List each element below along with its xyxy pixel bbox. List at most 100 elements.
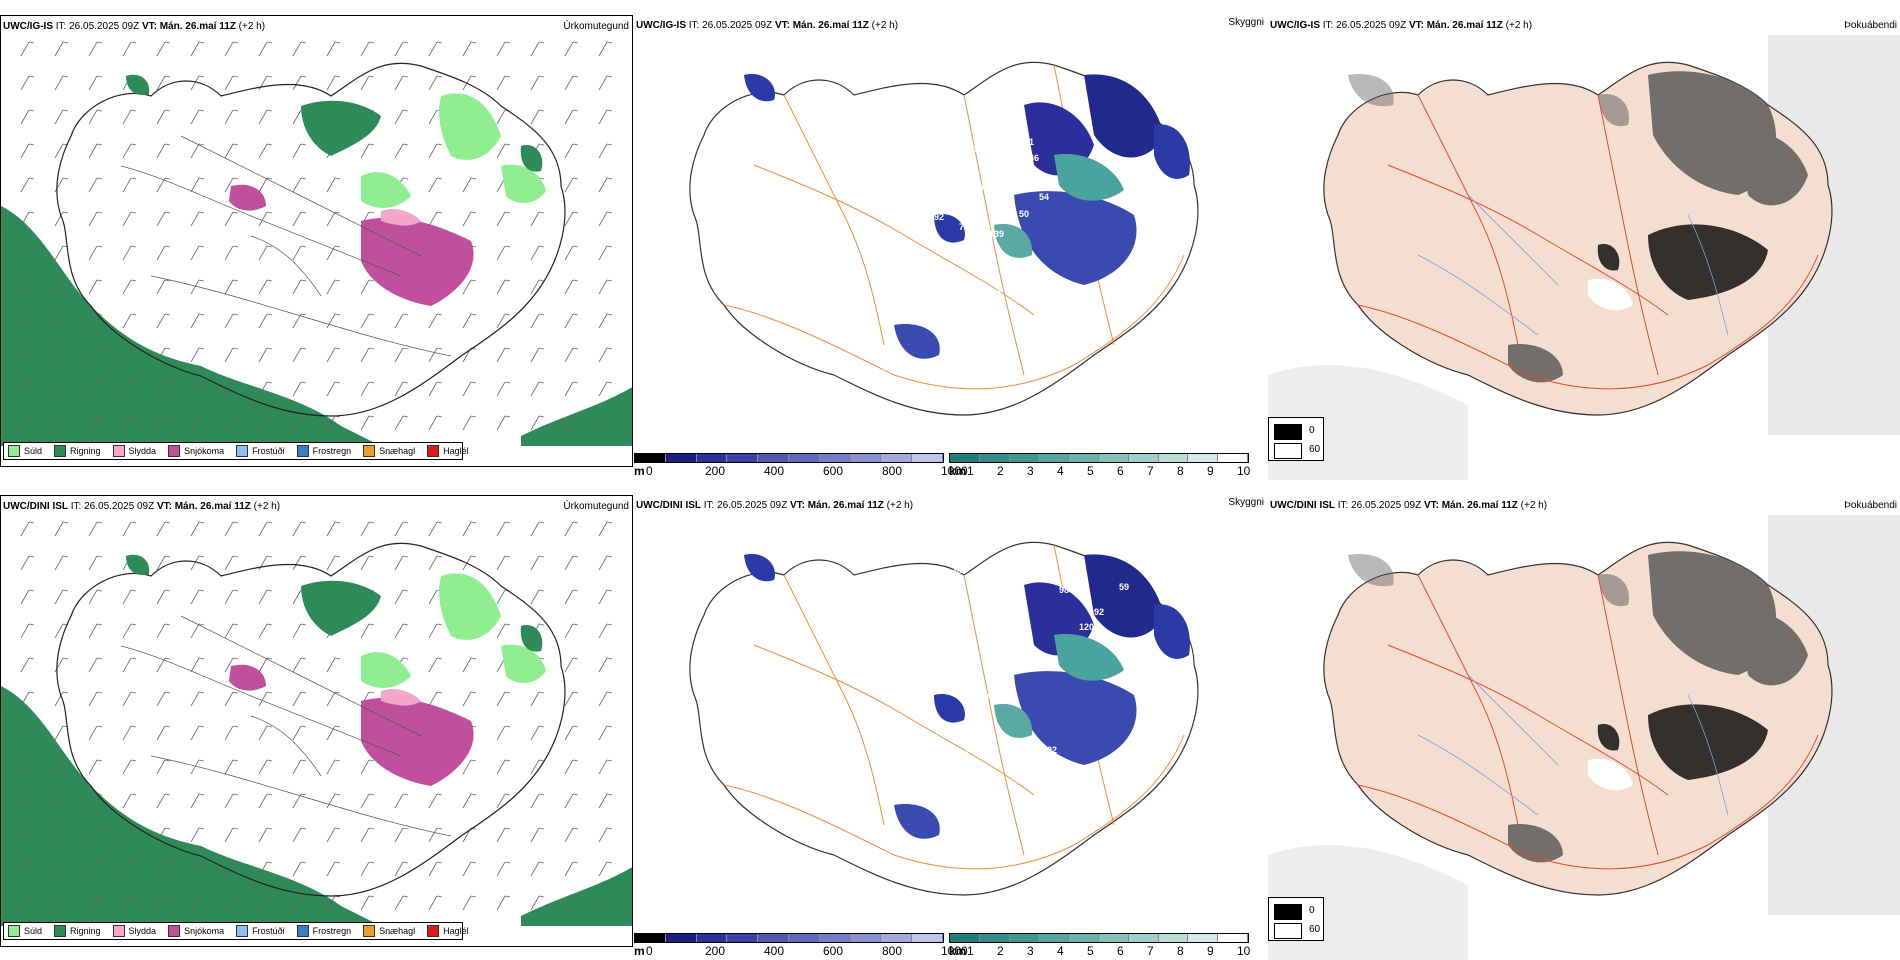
precip-legend-item: Rigning: [54, 925, 101, 937]
visibility-value-label: 65: [954, 135, 964, 145]
precip-type-map-panel: UWC/DINI ISL IT: 26.05.2025 09Z VT: Mán.…: [0, 495, 633, 947]
fog-legend-light-label: 60: [1309, 444, 1321, 455]
fog-map: [1268, 515, 1900, 960]
visibility-value-label: 98: [918, 275, 928, 285]
visibility-colorbar-tick: 6: [1117, 464, 1124, 478]
visibility-value-label: 89: [979, 692, 989, 702]
precip-legend-label: Snæhagl: [379, 446, 416, 456]
precip-legend-swatch: [112, 925, 125, 937]
fog-index-map-panel: UWC/DINI ISL IT: 26.05.2025 09Z VT: Mán.…: [1268, 495, 1900, 960]
visibility-value-label: 185: [938, 309, 953, 319]
fog-legend-dark-label: 0: [1309, 425, 1315, 436]
visibility-value-label: 61: [1024, 137, 1034, 147]
visibility-colorbar-tick: 8: [1177, 944, 1184, 958]
fog-legend: 0 60: [1268, 417, 1324, 461]
visibility-colorbar-tick: 9: [1207, 464, 1214, 478]
precip-map: [1, 41, 632, 446]
visibility-map-panel: UWC/IG-IS IT: 26.05.2025 09Z VT: Mán. 26…: [634, 15, 1267, 480]
iceland-outline: [689, 541, 1199, 896]
visibility-panel-title: UWC/DINI ISL IT: 26.05.2025 09Z VT: Mán.…: [636, 500, 914, 511]
visibility-value-label: 99: [974, 199, 984, 209]
fog-shading: [1348, 551, 1808, 863]
iceland-outline: [689, 61, 1199, 416]
visibility-value-label: 149: [1012, 271, 1027, 281]
ceiling-colorbar-tick: 800: [882, 464, 903, 478]
precip-legend-swatch: [112, 445, 125, 457]
precip-legend-swatch: [236, 445, 249, 457]
precip-panel-label: Úrkomutegund: [563, 501, 629, 512]
precip-legend-label: Súld: [24, 926, 43, 936]
visibility-colorbar-tick: 5: [1087, 464, 1094, 478]
visibility-value-labels: 48 65 50 58 61 69 46 44 48 30 105 99 54 92 50 70 139 101 9…: [829, 95, 1054, 414]
visibility-value-label: 63: [864, 399, 874, 409]
rivers: [1417, 674, 1729, 816]
precip-legend-swatch: [363, 445, 376, 457]
visibility-patches: [744, 554, 1190, 839]
visibility-colorbar-tick: 10: [1237, 464, 1251, 478]
fog-panel-title: UWC/IG-IS IT: 26.05.2025 09Z VT: Mán. 26…: [1270, 20, 1533, 31]
precip-map: [1, 521, 632, 926]
precip-legend-item: Frostúði: [236, 445, 285, 457]
visibility-colorbar-tick: 6: [1117, 944, 1124, 958]
ceiling-colorbar-tick: 200: [705, 944, 726, 958]
visibility-value-label: 556: [982, 772, 997, 782]
forecast-row-igis: UWC/IG-IS IT: 26.05.2025 09Z VT: Mán. 26…: [0, 15, 1900, 480]
visibility-value-label: 104: [824, 732, 839, 742]
precip-panel-title: UWC/DINI ISL IT: 26.05.2025 09Z VT: Mán.…: [3, 501, 281, 512]
terrain-contours: [120, 615, 452, 837]
ceiling-colorbar-tick: 600: [823, 464, 844, 478]
visibility-colorbar-tick: 1: [967, 944, 974, 958]
ceiling-colorbar-tick: 400: [764, 464, 785, 478]
visibility-value-label: 46: [1029, 153, 1039, 163]
visibility-value-label: 78: [994, 565, 1004, 575]
precip-legend-label: Frostregn: [312, 926, 352, 936]
clear-area: [1588, 758, 1633, 791]
precip-legend-item: Frostregn: [296, 445, 352, 457]
fog-panel-label: Þokuábendi: [1844, 20, 1897, 31]
ceiling-colorbar-unit: m: [634, 944, 645, 958]
precip-panel-title: UWC/IG-IS IT: 26.05.2025 09Z VT: Mán. 26…: [3, 21, 266, 32]
visibility-value-label: 105: [969, 182, 984, 192]
visibility-colorbar-unit: km: [949, 944, 967, 958]
iceland-outline: [56, 62, 566, 417]
precip-legend-item: Haglél: [427, 925, 469, 937]
precip-legend-swatch: [54, 925, 67, 937]
visibility-colorbar-unit: km: [949, 464, 967, 478]
fog-legend-light-label: 60: [1309, 924, 1321, 935]
visibility-value-label: 83: [1019, 569, 1029, 579]
ceiling-colorbar-tick: 0: [646, 944, 653, 958]
precip-legend-item: Slydda: [112, 925, 156, 937]
visibility-colorbar: km 1 2 3 4 5 6 7 8 9 10: [949, 933, 1251, 959]
precip-legend-item: Haglél: [427, 445, 469, 457]
ceiling-colorbar-tick: 0: [646, 464, 653, 478]
visibility-colorbar-tick: 10: [1237, 944, 1251, 958]
precip-legend: Súld Rigning Slydda Snjókoma Frostúði Frostre…: [3, 442, 469, 460]
precip-legend-swatch: [168, 445, 181, 457]
precip-legend-swatch: [427, 445, 440, 457]
fog-legend: 0 60: [1268, 897, 1324, 941]
precip-legend-label: Súld: [24, 446, 43, 456]
visibility-colorbar-tick: 4: [1057, 464, 1064, 478]
visibility-value-label: 61: [954, 565, 964, 575]
precip-legend-swatch: [296, 925, 309, 937]
visibility-value-label: 92: [934, 212, 944, 222]
road-network: [1357, 94, 1819, 390]
precip-legend-label: Haglél: [443, 446, 469, 456]
visibility-colorbar-tick: 7: [1147, 464, 1154, 478]
visibility-panel-label: Skyggni: [1228, 497, 1264, 508]
precip-legend-item: Súld: [8, 445, 42, 457]
visibility-value-label: 113: [934, 272, 949, 282]
visibility-value-label: 54: [1039, 192, 1049, 202]
visibility-value-label: 48: [1044, 177, 1054, 187]
precip-legend-swatch: [236, 925, 249, 937]
visibility-colorbar-tick: 8: [1177, 464, 1184, 478]
precip-legend-item: Snjókoma: [168, 925, 224, 937]
precip-legend-swatch: [8, 925, 20, 937]
visibility-colorbar-tick: 1: [967, 464, 974, 478]
precip-legend-item: Súld: [8, 925, 42, 937]
precip-legend-label: Frostregn: [312, 446, 352, 456]
rivers: [1417, 194, 1729, 336]
visibility-value-label: 100: [919, 747, 934, 757]
precip-legend-swatch: [296, 445, 309, 457]
visibility-colorbar-tick: 2: [997, 944, 1004, 958]
